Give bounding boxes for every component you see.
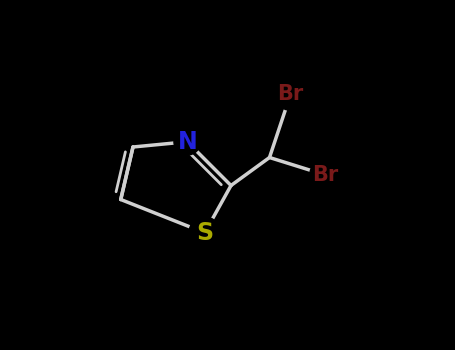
- Circle shape: [189, 217, 221, 248]
- Circle shape: [310, 159, 341, 191]
- Circle shape: [174, 128, 201, 155]
- Text: N: N: [177, 130, 197, 154]
- Text: S: S: [196, 221, 213, 245]
- Text: Br: Br: [278, 84, 303, 105]
- Text: Br: Br: [313, 165, 339, 185]
- Circle shape: [275, 79, 306, 110]
